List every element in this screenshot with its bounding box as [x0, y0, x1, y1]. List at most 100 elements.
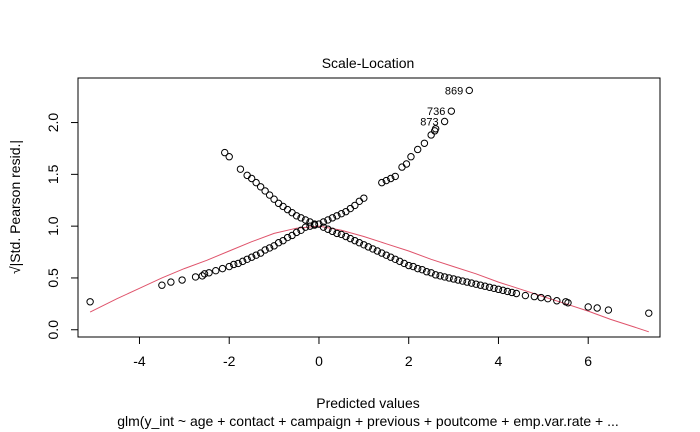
data-point — [236, 165, 245, 173]
data-point — [198, 272, 206, 280]
data-point — [301, 216, 310, 224]
y-tick-label: 1.5 — [45, 164, 61, 184]
data-point — [387, 253, 395, 261]
data-point — [378, 178, 386, 187]
data-point — [564, 299, 572, 307]
data-point — [387, 174, 395, 183]
data-point — [360, 194, 368, 202]
data-point — [467, 279, 476, 287]
data-point — [252, 251, 260, 259]
data-point — [544, 294, 552, 303]
data-point — [265, 244, 274, 252]
data-point — [247, 174, 256, 183]
data-point — [178, 276, 186, 284]
data-point — [310, 220, 319, 228]
data-point — [454, 276, 462, 284]
data-point — [256, 183, 265, 191]
data-point — [247, 253, 256, 261]
data-point — [324, 216, 332, 224]
data-point — [230, 260, 238, 269]
data-point — [413, 264, 422, 273]
data-point — [319, 223, 328, 231]
data-point — [463, 278, 471, 286]
x-tick-label: 2 — [405, 353, 413, 369]
data-point — [445, 274, 453, 282]
point-annotation: 873 — [420, 117, 438, 129]
data-point — [407, 153, 415, 161]
data-point — [328, 214, 337, 222]
data-point — [360, 241, 368, 249]
data-point — [306, 222, 314, 230]
data-point — [364, 243, 373, 251]
data-point — [292, 228, 301, 237]
data-point — [405, 261, 413, 270]
data-point — [261, 246, 269, 254]
data-point — [396, 257, 404, 266]
data-point — [440, 273, 449, 281]
data-point — [449, 275, 458, 283]
data-point — [292, 212, 301, 220]
data-point — [413, 145, 422, 154]
data-point — [391, 172, 399, 181]
data-point — [512, 289, 521, 298]
data-point — [200, 270, 209, 278]
y-axis-label: √|Std. Pearson resid.| — [7, 140, 23, 274]
data-point — [274, 239, 283, 247]
data-point — [283, 233, 292, 242]
data-point — [472, 280, 480, 288]
data-point — [324, 225, 332, 233]
data-point — [431, 271, 440, 279]
data-point — [391, 255, 399, 263]
data-point — [342, 232, 350, 241]
data-point — [306, 218, 314, 226]
data-point — [373, 247, 382, 255]
smooth-line-layer — [89, 225, 649, 333]
data-point — [212, 266, 220, 275]
smooth-line — [89, 225, 649, 333]
data-point — [378, 249, 386, 257]
data-point — [494, 285, 503, 294]
data-point — [337, 230, 346, 239]
data-point — [218, 264, 227, 273]
data-point — [265, 191, 274, 199]
data-point — [319, 218, 328, 226]
data-point — [238, 257, 247, 266]
x-tick-label: 4 — [495, 353, 503, 369]
data-point — [584, 303, 592, 311]
data-point — [297, 214, 305, 222]
data-point — [418, 265, 426, 274]
x-tick-label: -4 — [133, 353, 146, 369]
data-point — [346, 234, 355, 243]
data-point — [422, 268, 431, 276]
data-point — [402, 160, 411, 168]
x-axis-label: Predicted values — [316, 395, 420, 411]
data-point — [337, 210, 346, 218]
data-point — [508, 288, 516, 297]
data-point — [409, 262, 417, 271]
data-point — [521, 291, 530, 300]
data-point — [261, 187, 269, 195]
point-annotation: 736 — [427, 106, 445, 118]
data-point — [167, 278, 175, 286]
data-point — [301, 223, 310, 231]
data-point — [481, 282, 489, 290]
data-point — [382, 176, 390, 185]
model-formula-subtitle: glm(y_int ~ age + contact + campaign + p… — [117, 413, 619, 429]
data-point — [205, 269, 213, 277]
data-point — [431, 125, 440, 133]
y-axis: 0.0 0.5 1.0 1.5 2.0 — [45, 113, 79, 339]
data-point — [234, 259, 242, 268]
data-point — [458, 277, 467, 285]
data-point — [645, 309, 653, 317]
data-point — [351, 201, 359, 210]
data-point — [355, 239, 364, 247]
data-point — [351, 236, 359, 245]
data-point — [270, 195, 278, 203]
data-point — [225, 262, 233, 271]
data-point — [465, 86, 473, 95]
data-point — [252, 178, 260, 187]
data-point — [400, 259, 408, 268]
